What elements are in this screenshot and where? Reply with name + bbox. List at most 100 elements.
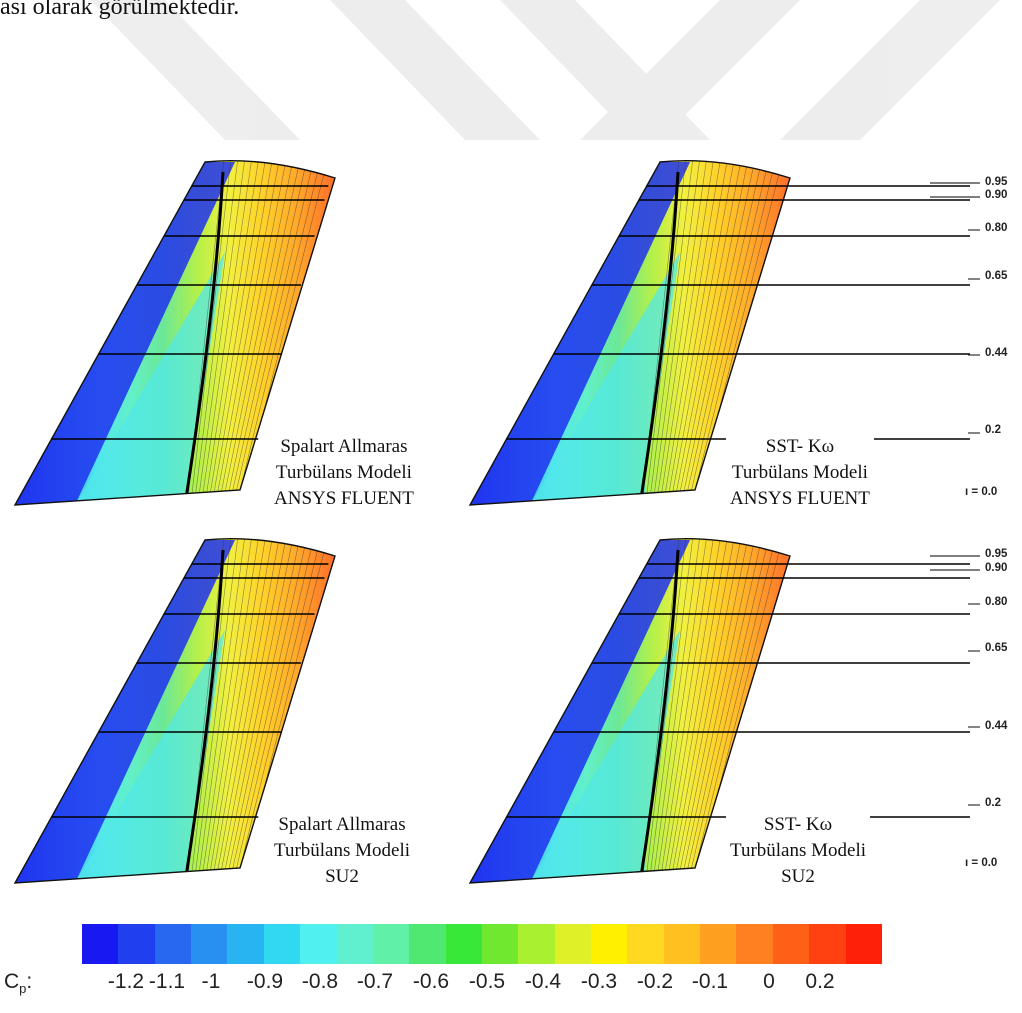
suction-zone <box>75 630 225 883</box>
colorbar-title-sub: p <box>19 981 27 997</box>
colorbar-cell <box>736 924 773 964</box>
wing-outline <box>13 160 336 506</box>
contour-line <box>643 160 688 505</box>
caption-sst-fluent: SST- Kω Turbülans Modeli ANSYS FLUENT <box>726 434 874 512</box>
contour-line <box>646 160 695 505</box>
caption-line: ANSYS FLUENT <box>730 488 870 509</box>
shock-line <box>183 171 225 505</box>
contour-line <box>208 538 275 883</box>
contour-line <box>679 160 765 505</box>
caption-sa-su2: Spalart Allmaras Turbülans Modeli SU2 <box>270 812 415 890</box>
colorbar-cell <box>409 924 446 964</box>
station-label-080-bottom: 0.80 <box>985 596 1008 608</box>
caption-line: Spalart Allmaras <box>280 436 408 457</box>
contour-line <box>663 160 730 505</box>
suction-zone <box>530 252 680 505</box>
contour-line <box>228 160 317 505</box>
colorbar-cell <box>481 924 519 964</box>
station-zero-value: 0.0 <box>981 486 998 498</box>
colorbar-tick-label: -0.6 <box>412 970 450 993</box>
caption-line: SST- Kω <box>765 436 835 457</box>
contour-line <box>646 538 695 883</box>
colorbar-cell <box>554 924 592 964</box>
contour-line <box>683 538 772 883</box>
shock-line <box>638 549 680 883</box>
station-label-00-bottom: ı = 0.0 <box>965 857 997 869</box>
contour-line <box>191 160 240 505</box>
station-label-095-top: 0.95 <box>985 176 1008 188</box>
colorbar-cell <box>372 924 410 964</box>
colorbar-cell <box>700 924 737 964</box>
station-zero-prefix: ı = <box>965 857 982 869</box>
wing-surface <box>15 160 335 505</box>
contour-line <box>201 538 261 883</box>
caption-line: SU2 <box>781 866 815 887</box>
wing-plot-sa-fluent <box>13 160 336 506</box>
contour-line <box>221 538 303 883</box>
contour-line <box>679 538 765 883</box>
station-zero-prefix: ı = <box>965 486 982 498</box>
contour-line <box>686 538 779 883</box>
caption-sst-su2: SST- Kω Turbülans Modeli SU2 <box>726 812 871 890</box>
station-label-00-top: ı = 0.0 <box>965 486 997 498</box>
colorbar-tick-label: -1.1 <box>148 970 186 993</box>
contour-line <box>673 160 751 505</box>
shock-line <box>638 171 680 505</box>
caption-line: SU2 <box>325 866 359 887</box>
colorbar-tick-label: -0.5 <box>468 970 506 993</box>
colorbar-cell <box>154 924 192 964</box>
station-label-02-bottom: 0.2 <box>985 797 1001 809</box>
station-label-065-bottom: 0.65 <box>985 642 1008 654</box>
colorbar-tick-label: -0.1 <box>691 970 729 993</box>
colorbar-tick-label: -0.7 <box>356 970 394 993</box>
colorbar-tick-label: -1 <box>201 970 221 993</box>
colorbar-cell <box>445 924 482 964</box>
colorbar-cell <box>263 924 301 964</box>
caption-line: Turbülans Modeli <box>731 462 868 483</box>
colorbar-tick-label: 0 <box>763 970 775 993</box>
station-label-02-top: 0.2 <box>985 424 1001 436</box>
contour-line <box>669 160 744 505</box>
station-label-044-bottom: 0.44 <box>985 720 1008 732</box>
contour-line <box>198 160 254 505</box>
colorbar-cell <box>663 924 701 964</box>
contour-line <box>649 538 702 883</box>
leading-edge-band <box>470 540 690 883</box>
station-label-065-top: 0.65 <box>985 270 1008 282</box>
leading-edge-band <box>470 162 690 505</box>
colorbar-tick-label: -0.8 <box>301 970 339 993</box>
contour-line <box>686 160 779 505</box>
wing-outline <box>468 160 791 506</box>
contour-line <box>676 160 758 505</box>
contour-line <box>194 160 247 505</box>
colorbar-tick-label: -1.2 <box>107 970 145 993</box>
colorbar-title: Cp: <box>4 970 32 996</box>
contour-line <box>204 160 268 505</box>
contour-line <box>224 538 310 883</box>
colorbar-cell <box>591 924 628 964</box>
body-text-fragment: ası olarak görülmektedir. <box>0 0 240 20</box>
contour-line <box>653 160 709 505</box>
contour-line <box>666 538 737 883</box>
contour-line <box>188 538 233 883</box>
contour-line <box>198 538 254 883</box>
contour-line <box>194 538 247 883</box>
contour-line <box>649 160 702 505</box>
contour-line <box>224 160 310 505</box>
contour-line <box>201 160 261 505</box>
station-zero-value: 0.0 <box>981 857 998 869</box>
colorbar-cell <box>300 924 337 964</box>
contour-line <box>643 538 688 883</box>
contour-line <box>188 160 233 505</box>
contour-line <box>218 538 296 883</box>
colorbar-cell <box>772 924 810 964</box>
contour-line <box>204 538 268 883</box>
colorbar-tick-label: -0.2 <box>636 970 674 993</box>
contour-line <box>659 160 723 505</box>
station-label-080-top: 0.80 <box>985 222 1008 234</box>
station-label-090-top: 0.90 <box>985 189 1008 201</box>
suction-zone <box>530 630 680 883</box>
contour-line <box>221 160 303 505</box>
station-label-044-top: 0.44 <box>985 347 1008 359</box>
